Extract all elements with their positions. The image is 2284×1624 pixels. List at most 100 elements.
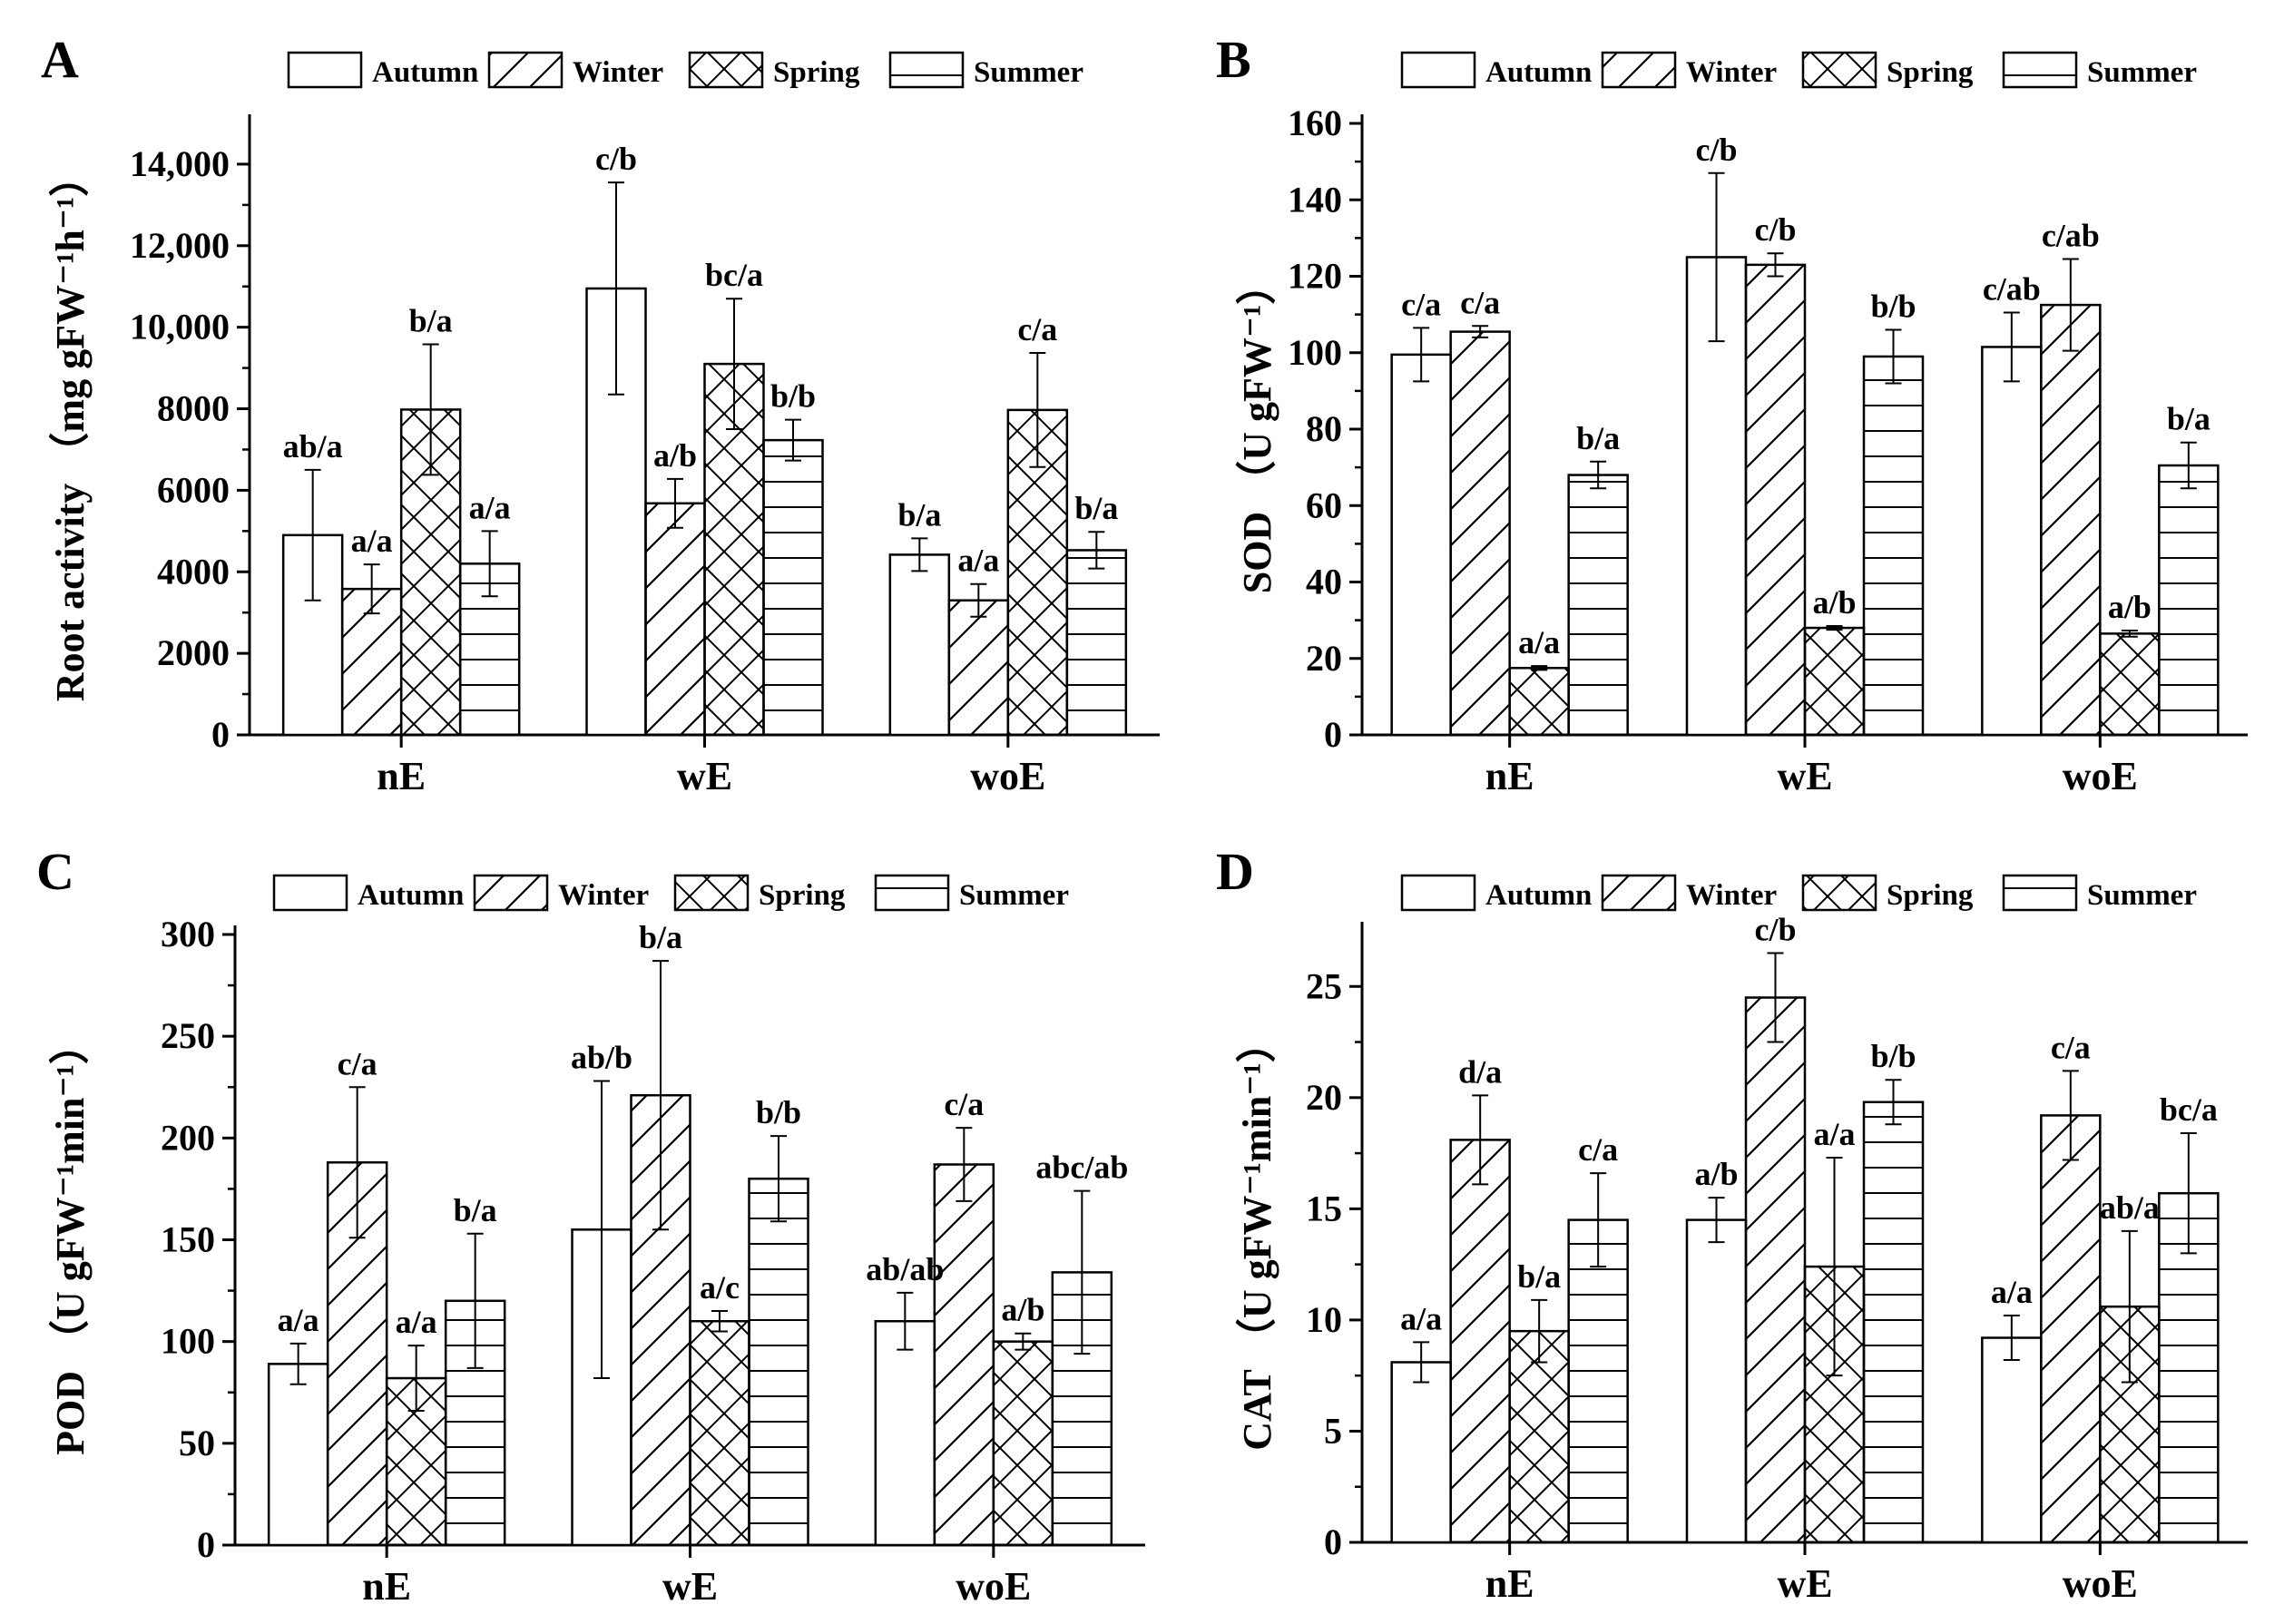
legend-label-autumn: Autumn xyxy=(372,56,478,89)
y-tick-label: 2000 xyxy=(157,632,230,673)
panel-letter: B xyxy=(1216,30,1251,89)
significance-label: b/a xyxy=(897,496,941,533)
x-tick-label: woE xyxy=(956,1564,1031,1609)
legend-label-winter: Winter xyxy=(1686,879,1777,912)
bar-autumn-woe xyxy=(874,1319,936,1547)
significance-label: b/a xyxy=(639,919,682,955)
y-axis-label-unit: （U gFW⁻¹min⁻¹） xyxy=(48,1024,93,1360)
bar-autumn-woe xyxy=(1981,346,2043,737)
x-tick-label: wE xyxy=(1777,1561,1832,1606)
y-tick-label: 6000 xyxy=(157,469,230,510)
bar-summer-ne xyxy=(1567,1218,1629,1544)
significance-label: d/a xyxy=(1458,1053,1502,1090)
significance-label: c/a xyxy=(2051,1029,2091,1065)
y-axis-label-main: Root activity xyxy=(48,484,93,702)
bar-spring-ne xyxy=(1508,1329,1570,1544)
panel-b: B Autumn Winter Spring Summer SOD （U gFW⁻¹） 0 20… xyxy=(1216,30,2248,798)
significance-label: a/b xyxy=(1001,1292,1044,1328)
bar-autumn-woe xyxy=(888,553,951,737)
legend-label-autumn: Autumn xyxy=(358,879,464,912)
significance-label: ab/ab xyxy=(866,1251,944,1287)
y-tick-label: 60 xyxy=(1306,484,1342,525)
x-tick-label: wE xyxy=(1777,754,1832,798)
y-tick-label: 0 xyxy=(1324,1521,1342,1562)
y-tick-label: 100 xyxy=(161,1321,215,1362)
significance-label: a/b xyxy=(1812,584,1856,621)
bar-winter-we xyxy=(1744,996,1807,1544)
legend-label-summer: Summer xyxy=(959,879,1069,912)
legend-label-summer: Summer xyxy=(2087,879,2197,912)
y-axis-label-main: POD xyxy=(48,1371,93,1455)
legend: Autumn Winter Spring Summer xyxy=(1400,874,2197,912)
bar-autumn-woe xyxy=(1981,1336,2043,1544)
significance-label: c/a xyxy=(1578,1131,1618,1168)
significance-label: c/a xyxy=(944,1086,984,1122)
significance-label: c/b xyxy=(595,141,637,177)
y-tick-label: 250 xyxy=(161,1015,215,1056)
legend: Autumn Winter Spring Summer xyxy=(1400,51,2197,89)
bar-spring-we xyxy=(689,1319,750,1547)
y-tick-label: 0 xyxy=(197,1524,215,1565)
y-axis-label: CAT （U gFW⁻¹min⁻¹） xyxy=(1235,1022,1279,1450)
y-axis-label-main: SOD xyxy=(1235,512,1279,593)
x-tick-label: wE xyxy=(662,1564,718,1609)
bar-winter-ne xyxy=(1449,1139,1511,1544)
bar-summer-we xyxy=(748,1177,809,1547)
y-tick-label: 8000 xyxy=(157,388,230,429)
legend-label-spring: Spring xyxy=(1887,56,1974,89)
y-tick-label: 20 xyxy=(1306,638,1342,679)
legend-label-summer: Summer xyxy=(2087,56,2197,89)
bar-winter-ne xyxy=(1449,330,1511,737)
significance-label: c/b xyxy=(1754,211,1796,248)
x-tick-label: woE xyxy=(970,754,1045,798)
bar-winter-we xyxy=(1744,263,1807,737)
legend-label-spring: Spring xyxy=(773,56,860,89)
y-axis-label-unit: （mg gFW⁻¹h⁻¹） xyxy=(48,157,93,473)
y-tick-label: 40 xyxy=(1306,562,1342,602)
legend-swatch-spring xyxy=(688,51,764,89)
y-tick-label: 10 xyxy=(1306,1299,1342,1340)
y-tick-label: 4000 xyxy=(157,551,230,592)
bar-autumn-ne xyxy=(1390,353,1452,737)
legend-swatch-spring xyxy=(1801,874,1877,912)
significance-label: c/a xyxy=(1460,284,1500,320)
bar-autumn-we xyxy=(1685,1218,1748,1544)
significance-label: b/b xyxy=(756,1094,801,1130)
legend-label-winter: Winter xyxy=(1686,56,1777,89)
panel-c: C Autumn Winter Spring Summer POD （U gFW⁻¹min⁻… xyxy=(36,842,1145,1609)
y-axis-label-main: CAT xyxy=(1235,1369,1279,1451)
bar-winter-woe xyxy=(2040,1114,2102,1544)
significance-label: c/b xyxy=(1695,132,1737,168)
legend-label-spring: Spring xyxy=(759,879,846,912)
significance-label: b/b xyxy=(770,378,816,415)
bar-summer-we xyxy=(762,438,824,737)
significance-label: a/a xyxy=(1518,624,1560,660)
significance-label: c/a xyxy=(1401,286,1441,322)
legend-swatch-spring xyxy=(673,874,750,912)
significance-label: b/a xyxy=(2167,401,2210,437)
panel-letter: C xyxy=(36,842,74,901)
y-tick-label: 12,000 xyxy=(130,225,230,266)
y-tick-label: 140 xyxy=(1288,179,1342,220)
legend-swatch-autumn xyxy=(1400,874,1476,912)
x-tick-label: woE xyxy=(2063,754,2138,798)
y-tick-label: 0 xyxy=(1324,714,1342,755)
x-tick-label: nE xyxy=(362,1564,411,1609)
legend-swatch-winter xyxy=(473,874,549,912)
panel-a: A Autumn Winter Spring Summer Root activity （m… xyxy=(41,30,1160,798)
significance-label: ab/a xyxy=(2100,1189,2160,1226)
significance-label: abc/ab xyxy=(1035,1150,1128,1186)
significance-label: b/a xyxy=(1517,1258,1561,1295)
legend: Autumn Winter Spring Summer xyxy=(272,874,1069,912)
bar-summer-ne xyxy=(1567,474,1629,737)
y-tick-label: 100 xyxy=(1288,332,1342,373)
significance-label: a/a xyxy=(396,1304,437,1340)
x-tick-label: nE xyxy=(1485,1561,1534,1606)
legend-swatch-summer xyxy=(2002,874,2078,912)
significance-label: a/a xyxy=(351,523,393,559)
y-tick-label: 25 xyxy=(1306,965,1342,1006)
significance-label: a/a xyxy=(1813,1116,1855,1152)
bar-spring-woe xyxy=(992,1340,1054,1547)
y-tick-label: 80 xyxy=(1306,408,1342,449)
